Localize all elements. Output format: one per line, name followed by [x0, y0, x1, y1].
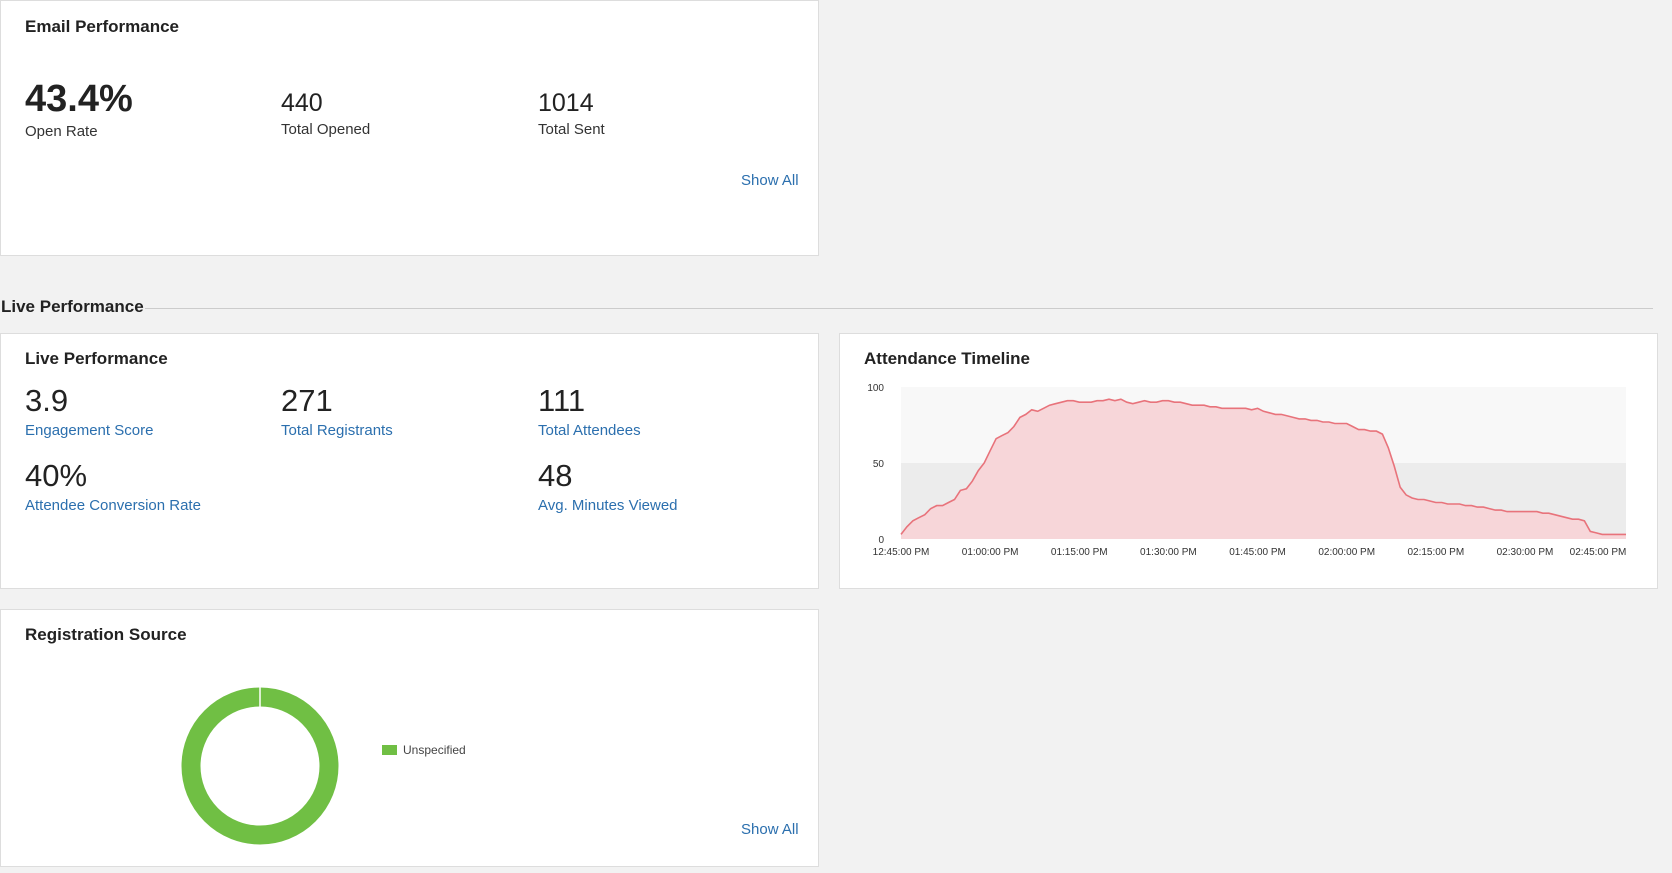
total-sent-stat: 1014 Total Sent: [538, 89, 605, 138]
x-tick-label: 12:45:00 PM: [873, 547, 930, 558]
total-attendees-value: 111: [538, 383, 586, 418]
y-tick-label: 50: [873, 459, 885, 470]
total-registrants-link[interactable]: Total Registrants: [281, 422, 393, 439]
x-tick-label: 02:30:00 PM: [1497, 547, 1554, 558]
open-rate-label: Open Rate: [25, 123, 98, 140]
section-divider: [145, 308, 1653, 309]
total-opened-value: 440: [281, 89, 323, 117]
avg-minutes-value: 48: [538, 458, 573, 493]
attendance-timeline-title: Attendance Timeline: [864, 349, 1030, 368]
x-tick-label: 01:00:00 PM: [962, 547, 1019, 558]
x-tick-label: 02:15:00 PM: [1407, 547, 1464, 558]
legend-label-unspecified: Unspecified: [403, 743, 466, 757]
total-sent-label: Total Sent: [538, 121, 605, 138]
total-opened-label: Total Opened: [281, 121, 371, 138]
attendance-series-line: [900, 398, 1626, 536]
x-tick-label: 01:30:00 PM: [1140, 547, 1197, 558]
total-registrants-value: 271: [281, 383, 333, 418]
live-performance-title: Live Performance: [25, 349, 168, 368]
registration-source-donut-chart: [181, 687, 339, 845]
total-sent-value: 1014: [538, 89, 594, 117]
total-registrants-stat: 271 Total Registrants: [281, 383, 393, 440]
total-opened-stat: 440 Total Opened: [281, 89, 370, 138]
conversion-rate-value: 40%: [25, 458, 88, 493]
engagement-score-value: 3.9: [25, 383, 69, 418]
legend-swatch-unspecified: [382, 745, 397, 755]
x-tick-label: 01:15:00 PM: [1051, 547, 1108, 558]
total-attendees-link[interactable]: Total Attendees: [538, 422, 641, 439]
open-rate-stat: 43.4% Open Rate: [25, 79, 133, 140]
engagement-score-link[interactable]: Engagement Score: [25, 422, 154, 439]
email-show-all-link[interactable]: Show All: [741, 172, 799, 189]
x-tick-label: 02:45:00 PM: [1570, 547, 1627, 558]
attendance-timeline-card: Attendance Timeline 100 50 0 12:45:00 PM 01:…: [839, 333, 1658, 589]
engagement-score-stat: 3.9 Engagement Score: [25, 383, 154, 440]
y-tick-label: 100: [867, 383, 884, 394]
conversion-rate-link[interactable]: Attendee Conversion Rate: [25, 497, 201, 514]
registration-source-card: Registration Source Unspecified Show All: [0, 609, 819, 867]
total-attendees-stat: 111 Total Attendees: [538, 383, 641, 440]
live-performance-card: Live Performance 3.9 Engagement Score 27…: [0, 333, 819, 589]
registration-source-title: Registration Source: [25, 625, 187, 644]
x-tick-label: 01:45:00 PM: [1229, 547, 1286, 558]
y-tick-label: 0: [878, 535, 884, 546]
avg-minutes-link[interactable]: Avg. Minutes Viewed: [538, 497, 678, 514]
x-tick-label: 02:00:00 PM: [1318, 547, 1375, 558]
registration-show-all-link[interactable]: Show All: [741, 821, 799, 838]
attendance-timeline-chart: 100 50 012:45:00 PM 01:00:00 PM 01:15:00 PM 0…: [867, 383, 1627, 558]
conversion-rate-stat: 40% Attendee Conversion Rate: [25, 458, 201, 515]
live-performance-section-heading: Live Performance: [1, 297, 144, 316]
donut-slice-unspecified: [181, 687, 339, 845]
email-performance-card: Email Performance 43.4% Open Rate 440 To…: [0, 0, 819, 256]
avg-minutes-stat: 48 Avg. Minutes Viewed: [538, 458, 678, 515]
email-performance-title: Email Performance: [25, 17, 180, 36]
open-rate-value: 43.4%: [25, 78, 133, 120]
